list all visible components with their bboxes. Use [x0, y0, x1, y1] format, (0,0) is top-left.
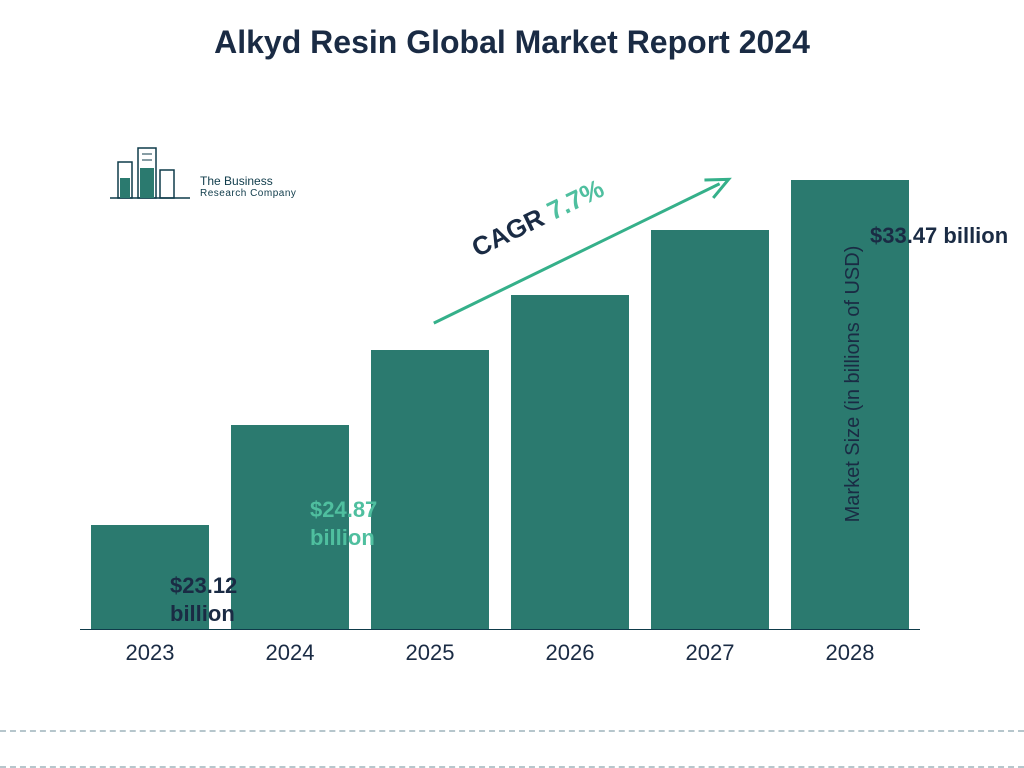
bar-2027 [651, 230, 769, 630]
value-2023-unit: billion [170, 600, 237, 628]
x-axis-labels: 2023 2024 2025 2026 2027 2028 [80, 640, 920, 666]
value-2024-amount: $24.87 [310, 496, 377, 524]
x-label-2024: 2024 [230, 640, 350, 666]
x-axis-line [80, 629, 920, 630]
x-label-2027: 2027 [650, 640, 770, 666]
bar-slot [510, 295, 630, 630]
chart-title: Alkyd Resin Global Market Report 2024 [0, 24, 1024, 61]
value-label-2024: $24.87 billion [310, 496, 377, 551]
bar-slot [370, 350, 490, 630]
value-2024-unit: billion [310, 524, 377, 552]
value-label-2023: $23.12 billion [170, 572, 237, 627]
bar-slot [650, 230, 770, 630]
footer-dash-line [0, 730, 1024, 732]
y-axis-label: Market Size (in billions of USD) [842, 246, 865, 523]
value-label-2028: $33.47 billion [870, 222, 1008, 250]
chart-area: 202320242025202620272028 $23.12 billion … [80, 120, 920, 660]
x-label-2025: 2025 [370, 640, 490, 666]
x-label-2026: 2026 [510, 640, 630, 666]
bar-2026 [511, 295, 629, 630]
x-label-2023: 2023 [90, 640, 210, 666]
value-2023-amount: $23.12 [170, 572, 237, 600]
bar-2025 [371, 350, 489, 630]
x-label-2028: 2028 [790, 640, 910, 666]
bars-container [80, 120, 920, 630]
